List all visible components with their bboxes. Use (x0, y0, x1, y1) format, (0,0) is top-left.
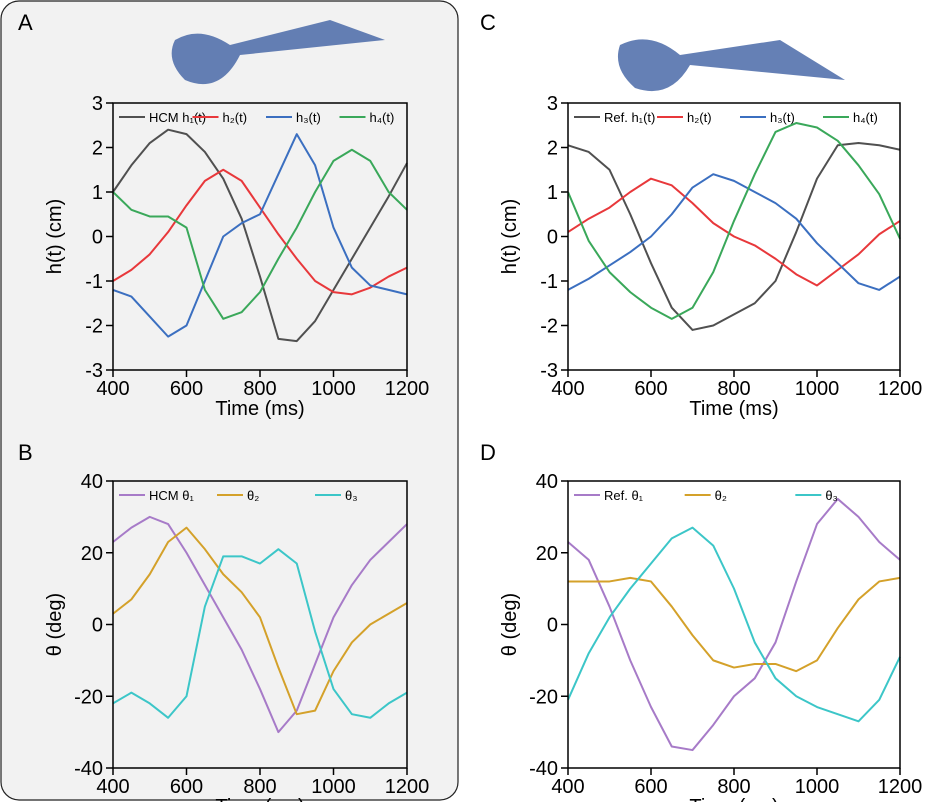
x-tick-label: 400 (96, 378, 129, 400)
series-line (567, 177, 901, 287)
legend-label: θ₃ (825, 488, 838, 503)
y-tick-label: 40 (81, 471, 103, 493)
y-axis-label: θ (deg) (499, 593, 521, 656)
y-tick-label: -40 (74, 758, 103, 780)
y-tick-label: -20 (74, 686, 103, 708)
y-axis-label: θ (deg) (44, 593, 66, 656)
legend-label: θ₃ (345, 488, 358, 503)
series-line (112, 148, 408, 320)
x-axis-label: Time (ms) (215, 398, 304, 420)
panel-label: B (18, 440, 33, 465)
x-tick-label: 600 (634, 776, 667, 798)
series-line (112, 168, 408, 296)
series-line (567, 497, 901, 752)
legend-label: h₃(t) (296, 110, 321, 125)
y-tick-label: 1 (547, 182, 558, 204)
y-axis-label: h(t) (cm) (44, 199, 66, 275)
x-tick-label: 800 (717, 378, 750, 400)
legend-label: θ₂ (715, 488, 727, 503)
y-tick-label: 20 (81, 543, 103, 565)
y-tick-label: 40 (536, 471, 558, 493)
panel-label: D (480, 440, 496, 465)
y-tick-label: -2 (85, 316, 103, 338)
y-tick-label: 0 (547, 227, 558, 249)
legend-label: θ₂ (247, 488, 259, 503)
x-tick-label: 1200 (385, 776, 430, 798)
fish-illustration (171, 20, 845, 92)
y-tick-label: 0 (92, 227, 103, 249)
series-line (112, 548, 408, 719)
x-tick-label: 1200 (878, 776, 923, 798)
series-line (112, 128, 408, 343)
legend-label: Ref. h₁(t) (604, 110, 655, 125)
y-tick-label: -3 (85, 360, 103, 382)
plot-frame (112, 102, 408, 371)
panel-label: A (18, 10, 33, 35)
plot-frame (567, 102, 901, 371)
y-axis-label: h(t) (cm) (499, 199, 521, 275)
legend-label: h₄(t) (370, 110, 395, 125)
legend-label: h₂(t) (223, 110, 248, 125)
x-tick-label: 400 (551, 378, 584, 400)
y-tick-label: 2 (92, 138, 103, 160)
plot-frame (567, 480, 901, 769)
x-axis-label: Time (ms) (689, 398, 778, 420)
x-axis-label: Time (ms) (689, 796, 778, 802)
y-tick-label: -1 (540, 271, 558, 293)
y-tick-label: 3 (547, 93, 558, 115)
legend-label: h₄(t) (853, 110, 878, 125)
legend-label: HCM h₁(t) (149, 110, 206, 125)
panel-label: C (480, 10, 496, 35)
series-line (567, 142, 901, 331)
x-tick-label: 400 (551, 776, 584, 798)
y-tick-label: -1 (85, 271, 103, 293)
x-tick-label: 600 (170, 378, 203, 400)
y-tick-label: -20 (529, 686, 558, 708)
y-tick-label: 1 (92, 182, 103, 204)
x-tick-label: 800 (717, 776, 750, 798)
x-tick-label: 800 (243, 776, 276, 798)
x-tick-label: 400 (96, 776, 129, 798)
series-line (112, 526, 408, 716)
legend-label: HCM θ₁ (149, 488, 194, 503)
series-line (567, 526, 901, 723)
x-tick-label: 1200 (878, 378, 923, 400)
series-line (567, 173, 901, 291)
legend-label: Ref. θ₁ (604, 488, 644, 503)
y-tick-label: 0 (92, 615, 103, 637)
x-tick-label: 1000 (795, 378, 840, 400)
x-tick-label: 1000 (311, 776, 356, 798)
y-tick-label: 20 (536, 543, 558, 565)
y-tick-label: 3 (92, 93, 103, 115)
y-tick-label: 0 (547, 615, 558, 637)
y-tick-label: -2 (540, 316, 558, 338)
y-tick-label: 2 (547, 138, 558, 160)
series-line (567, 122, 901, 320)
x-tick-label: 800 (243, 378, 276, 400)
x-tick-label: 600 (634, 378, 667, 400)
legend-label: h₂(t) (687, 110, 712, 125)
legend-label: h₃(t) (770, 110, 795, 125)
series-line (568, 576, 901, 673)
y-tick-label: -3 (540, 360, 558, 382)
x-tick-label: 1200 (385, 378, 430, 400)
x-tick-label: 1000 (311, 378, 356, 400)
x-tick-label: 600 (170, 776, 203, 798)
x-tick-label: 1000 (795, 776, 840, 798)
y-tick-label: -40 (529, 758, 558, 780)
series-line (112, 133, 408, 338)
x-axis-label: Time (ms) (215, 796, 304, 802)
plot-frame (112, 480, 408, 769)
series-line (112, 515, 408, 734)
